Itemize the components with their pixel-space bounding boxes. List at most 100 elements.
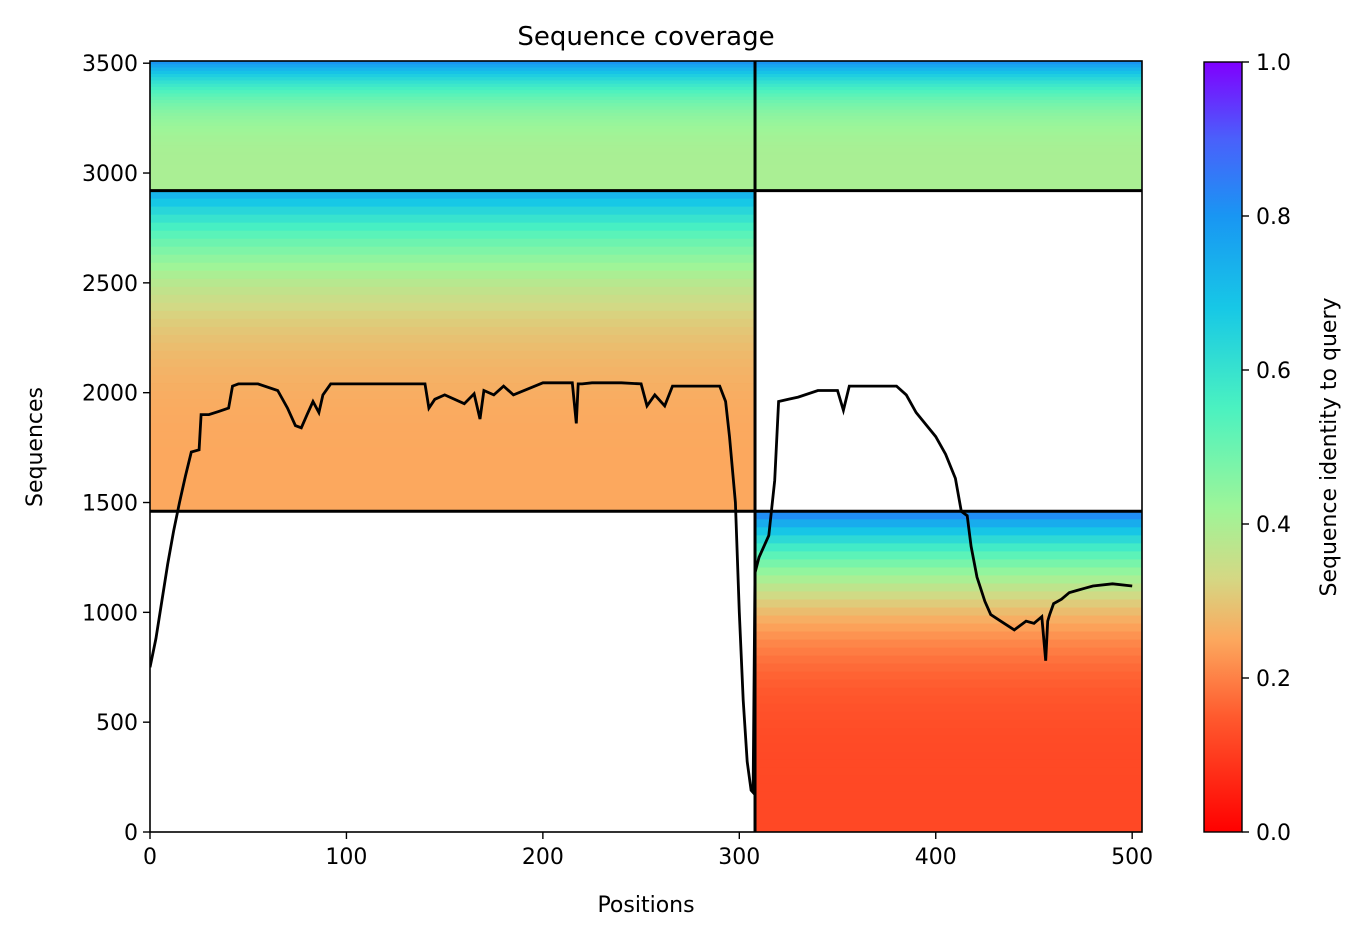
heatmap-cell bbox=[755, 167, 1142, 172]
heatmap-cell bbox=[150, 262, 756, 272]
heatmap-cell bbox=[755, 122, 1142, 127]
colorbar-label: Sequence identity to query bbox=[1317, 297, 1342, 596]
heatmap-cell bbox=[755, 655, 1142, 665]
heatmap-cell bbox=[150, 214, 756, 224]
heatmap-cell bbox=[755, 161, 1142, 166]
heatmap-cell bbox=[150, 350, 756, 360]
heatmap-cell bbox=[150, 487, 756, 496]
heatmap-cell bbox=[755, 719, 1142, 729]
heatmap-cell bbox=[755, 154, 1142, 159]
heatmap-cell bbox=[150, 495, 756, 504]
plot-frame bbox=[149, 60, 1143, 833]
heatmap-cell bbox=[150, 407, 756, 416]
heatmap-cell bbox=[755, 511, 1142, 520]
heatmap-cell bbox=[150, 161, 756, 166]
heatmap-cell bbox=[755, 783, 1142, 793]
heatmap-cell bbox=[150, 439, 756, 448]
heatmap-cell bbox=[150, 96, 756, 101]
heatmap-cell bbox=[150, 310, 756, 320]
heatmap-cell bbox=[755, 184, 1142, 188]
heatmap-cell bbox=[150, 383, 756, 392]
colorbar-tick-label: 0.8 bbox=[1256, 205, 1291, 230]
heatmap-cell bbox=[755, 751, 1142, 761]
heatmap-cell bbox=[150, 154, 756, 159]
heatmap-cell bbox=[150, 64, 756, 69]
heatmap-cell bbox=[150, 342, 756, 352]
heatmap-cell bbox=[150, 294, 756, 304]
colorbar-tick-label: 0.0 bbox=[1256, 821, 1291, 846]
heatmap-cell bbox=[755, 823, 1142, 832]
heatmap-cell bbox=[755, 106, 1142, 111]
heatmap-cell bbox=[150, 431, 756, 440]
heatmap-cell bbox=[755, 171, 1142, 175]
heatmap-cell bbox=[755, 599, 1142, 609]
heatmap-cell bbox=[755, 711, 1142, 721]
y-tick-label: 1500 bbox=[82, 492, 138, 517]
heatmap-cell bbox=[755, 631, 1142, 641]
heatmap-cell bbox=[150, 106, 756, 111]
heatmap-cell bbox=[755, 145, 1142, 150]
heatmap-cell bbox=[150, 302, 756, 312]
heatmap-cell bbox=[150, 158, 756, 163]
heatmap-cell bbox=[755, 86, 1142, 91]
heatmap-cell bbox=[755, 735, 1142, 745]
heatmap-cell bbox=[755, 174, 1142, 179]
heatmap-cell bbox=[150, 198, 756, 208]
heatmap-cell bbox=[755, 67, 1142, 72]
heatmap-cell bbox=[755, 96, 1142, 101]
heatmap-cell bbox=[150, 447, 756, 456]
heatmap-cell bbox=[150, 270, 756, 280]
heatmap-cell bbox=[755, 543, 1142, 552]
heatmap-cell bbox=[150, 93, 756, 98]
colorbar-tick-label: 0.2 bbox=[1256, 667, 1291, 692]
heatmap-cell bbox=[755, 61, 1142, 65]
heatmap-cell bbox=[150, 86, 756, 91]
heatmap-cell bbox=[755, 73, 1142, 78]
heatmap-cell bbox=[150, 286, 756, 296]
heatmap-cell bbox=[755, 703, 1142, 713]
heatmap-cell bbox=[150, 375, 756, 384]
heatmap-cell bbox=[150, 122, 756, 127]
heatmap-cell bbox=[755, 527, 1142, 536]
coverage-line bbox=[150, 381, 1133, 797]
heatmap-block-top-right bbox=[755, 61, 1142, 192]
heatmap-cell bbox=[755, 151, 1142, 156]
heatmap-cell bbox=[755, 775, 1142, 785]
heatmap-cell bbox=[755, 109, 1142, 114]
y-tick-label: 500 bbox=[96, 711, 138, 736]
heatmap-cell bbox=[755, 64, 1142, 69]
y-tick-label: 0 bbox=[124, 821, 138, 846]
heatmap-cell bbox=[755, 647, 1142, 657]
heatmap-cell bbox=[755, 639, 1142, 649]
y-axis-label: Sequences bbox=[23, 387, 48, 507]
x-tick-label: 200 bbox=[522, 845, 564, 870]
heatmap-cell bbox=[755, 83, 1142, 88]
heatmap-cell bbox=[150, 142, 756, 146]
y-tick-label: 2000 bbox=[82, 382, 138, 407]
heatmap-cell bbox=[150, 503, 756, 512]
heatmap-cell bbox=[755, 815, 1142, 825]
heatmap-cell bbox=[150, 132, 756, 137]
heatmap-cell bbox=[150, 73, 756, 78]
heatmap-cell bbox=[150, 116, 756, 120]
heatmap-cell bbox=[150, 238, 756, 248]
heatmap-cell bbox=[150, 171, 756, 175]
heatmap-cell bbox=[755, 80, 1142, 85]
x-tick-label: 300 bbox=[718, 845, 760, 870]
heatmap-cell bbox=[755, 551, 1142, 561]
heatmap-cell bbox=[150, 138, 756, 143]
heatmap-cell bbox=[755, 743, 1142, 753]
heatmap-cell bbox=[150, 135, 756, 140]
heatmap-cell bbox=[150, 77, 756, 82]
heatmap-block-bottom-right bbox=[755, 511, 1142, 832]
heatmap-cell bbox=[150, 246, 756, 256]
heatmap-cell bbox=[150, 174, 756, 179]
plot-area bbox=[150, 61, 1142, 832]
heatmap-cell bbox=[755, 132, 1142, 137]
heatmap-cell bbox=[150, 145, 756, 150]
y-axis: 0 500 1000 1500 2000 2500 3000 3500 bbox=[82, 52, 150, 846]
heatmap-cell bbox=[755, 93, 1142, 98]
heatmap-cell bbox=[755, 759, 1142, 769]
x-axis-label: Positions bbox=[597, 893, 694, 918]
heatmap-cell bbox=[150, 254, 756, 264]
